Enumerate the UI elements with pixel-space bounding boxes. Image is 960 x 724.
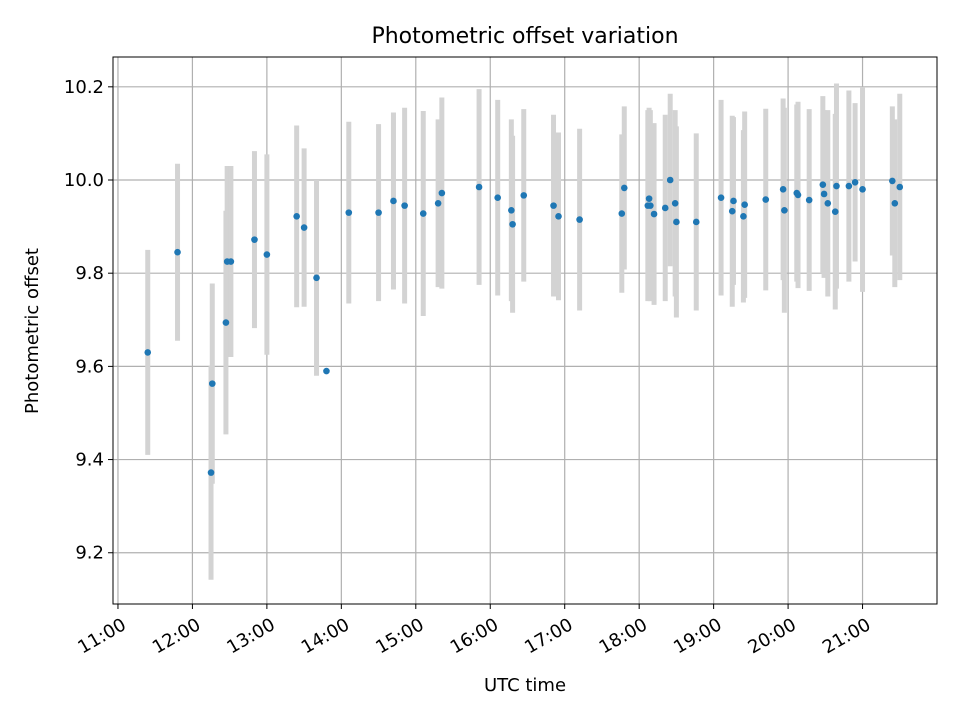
data-points [144,176,904,476]
y-axis-ticks: 9.2 9.4 9.6 9.8 10.0 10.2 [64,77,113,564]
data-point [671,200,679,207]
data-point [781,206,788,214]
x-axis-label: UTC time [484,675,566,696]
y-tick-label: 9.6 [75,356,104,377]
data-point [666,176,674,184]
data-point [375,209,382,216]
chart-title: Photometric offset variation [371,24,678,49]
data-point [293,213,300,220]
data-point [831,208,839,215]
data-point [824,200,832,207]
data-point [661,204,669,212]
data-point [889,177,896,185]
data-point [728,207,736,215]
data-point [650,210,658,218]
data-point [208,380,216,387]
data-point [647,202,654,209]
data-point [263,251,271,258]
data-point [692,218,700,226]
data-point [222,319,230,326]
plot-area-frame [112,56,938,605]
data-point [891,200,899,207]
data-point [673,218,680,226]
data-point [833,182,840,190]
data-point [345,209,353,216]
data-point [820,190,828,198]
data-point [300,224,308,231]
data-point [438,189,446,197]
data-point [576,216,583,223]
data-point [550,202,557,209]
y-tick-label: 10.0 [64,170,104,191]
data-point [323,367,330,375]
data-point [434,200,442,207]
data-point [762,196,770,203]
y-tick-label: 10.2 [64,77,104,98]
data-point [401,202,408,209]
data-point [740,213,747,220]
data-point [520,192,528,199]
data-point [730,197,737,205]
y-tick-label: 9.8 [75,263,104,284]
data-point [419,210,427,217]
data-point [794,191,802,199]
data-point [508,206,515,214]
data-point [555,213,562,220]
data-point [741,201,748,208]
data-point [618,210,626,217]
data-point [174,248,181,256]
data-point [390,197,397,205]
y-axis-label: Photometric offset [22,248,43,414]
data-point [475,183,483,191]
data-point [144,349,152,356]
data-point [207,469,215,476]
data-point [227,258,235,265]
data-point [859,186,866,193]
data-point [717,194,725,202]
data-point [896,183,904,191]
data-point [620,184,628,192]
data-point [805,196,813,204]
data-point [819,181,827,188]
data-point [494,194,501,202]
data-point [251,236,258,243]
data-point [645,195,653,202]
y-tick-label: 9.2 [75,543,104,564]
data-point [313,274,320,282]
data-point [509,220,516,228]
y-tick-label: 9.4 [75,450,104,471]
data-point [779,186,787,193]
data-point [845,182,853,190]
data-point [851,179,859,186]
